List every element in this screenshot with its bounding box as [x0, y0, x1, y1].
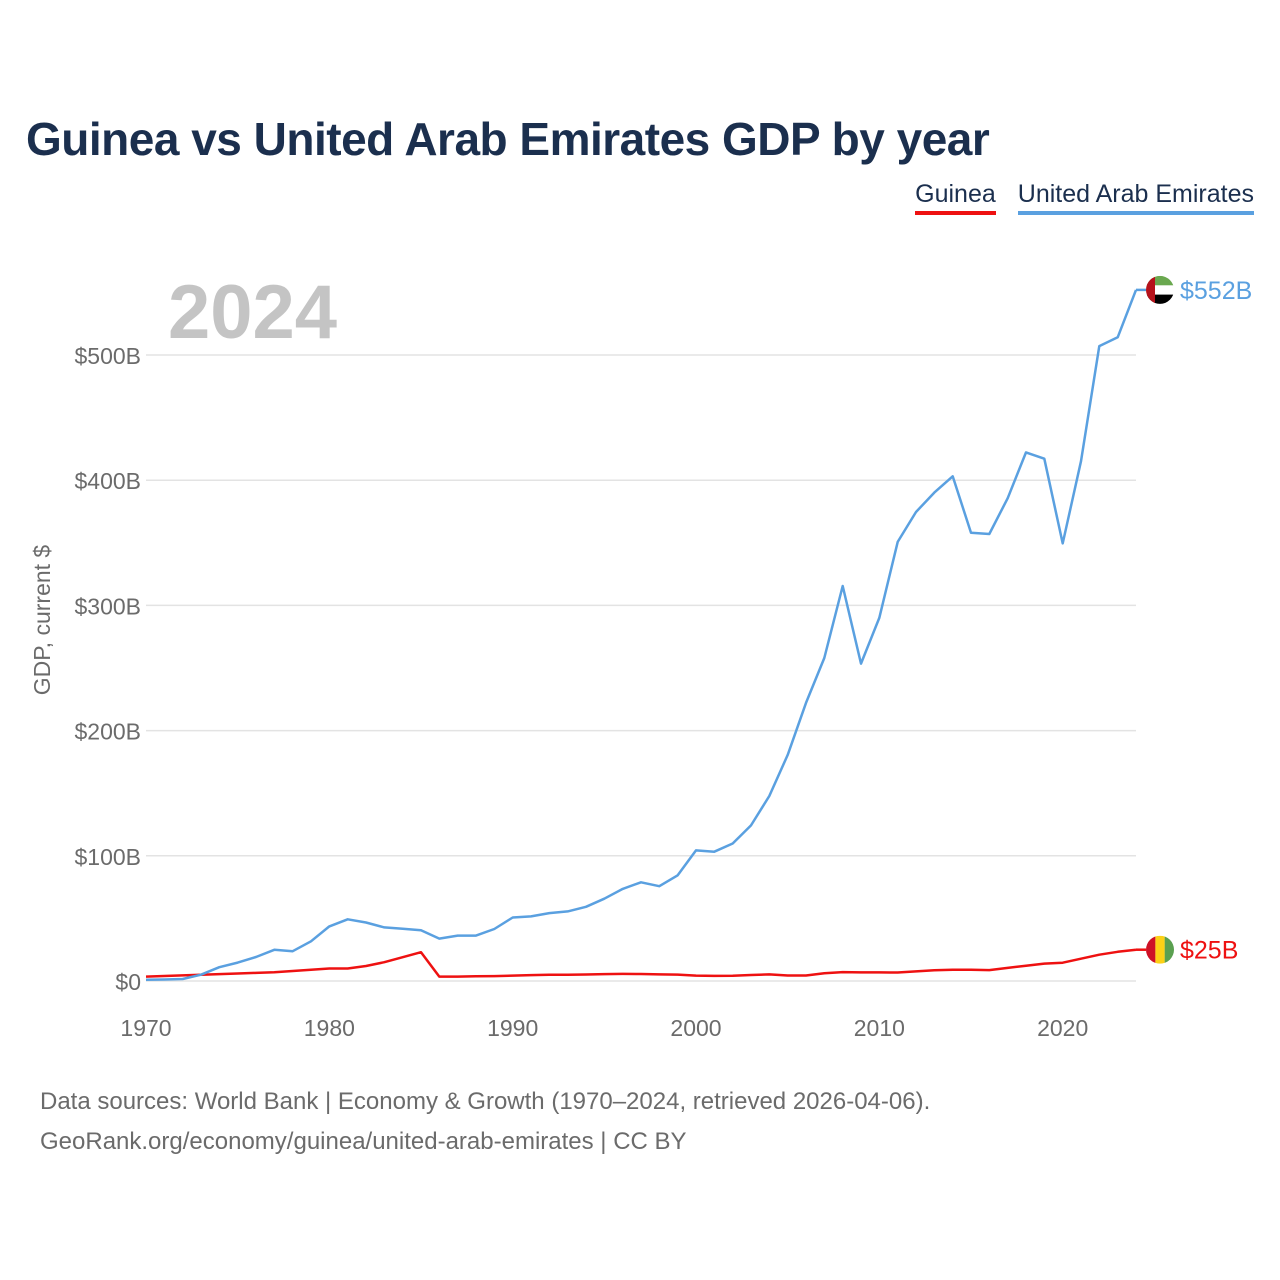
x-tick-label: 1970	[120, 1015, 171, 1041]
y-axis-label: GDP, current $	[29, 545, 55, 696]
grid-lines	[146, 354, 1136, 982]
series-lines	[145, 289, 1138, 981]
source-note: Data sources: World Bank | Economy & Gro…	[40, 1082, 930, 1162]
x-tick-label: 2020	[1037, 1015, 1088, 1041]
x-tick-label: 1980	[304, 1015, 355, 1041]
end-value-label: $552B	[1180, 277, 1252, 305]
y-tick-label: $0	[115, 969, 141, 995]
y-tick-label: $500B	[74, 343, 141, 369]
source-line-1: Data sources: World Bank | Economy & Gro…	[40, 1088, 931, 1115]
page-title: Guinea vs United Arab Emirates GDP by ye…	[26, 113, 990, 165]
uae-flag-icon	[1146, 275, 1174, 304]
end-value-label: $25B	[1180, 937, 1238, 965]
y-axis-ticks: $0 $100B $200B $300B $400B $500B	[74, 343, 141, 995]
guinea-flag-icon	[1146, 935, 1174, 964]
x-tick-label: 2000	[670, 1015, 721, 1041]
x-tick-label: 2010	[854, 1015, 905, 1041]
end-markers: $25B $552B	[1136, 275, 1252, 965]
y-tick-label: $200B	[74, 719, 141, 745]
source-line-2[interactable]: GeoRank.org/economy/guinea/united-arab-e…	[40, 1128, 687, 1155]
y-tick-label: $400B	[74, 468, 141, 494]
legend-item-uae[interactable]: United Arab Emirates	[1017, 180, 1254, 215]
legend-item-guinea[interactable]: Guinea	[915, 180, 996, 215]
legend: Guinea United Arab Emirates	[915, 180, 1254, 215]
series-line-guinea[interactable]	[145, 948, 1137, 978]
y-tick-label: $100B	[74, 844, 141, 870]
y-tick-label: $300B	[74, 593, 141, 619]
x-axis-ticks: 1970 1980 1990 2000 2010 2020	[120, 1015, 1088, 1041]
x-tick-label: 1990	[487, 1015, 538, 1041]
series-line-uae[interactable]	[145, 289, 1138, 981]
year-label: 2024	[168, 270, 337, 355]
